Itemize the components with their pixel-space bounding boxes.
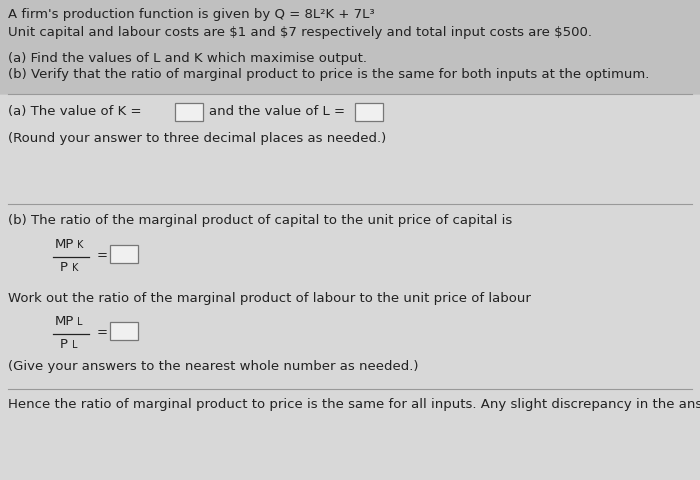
FancyBboxPatch shape	[0, 96, 700, 205]
Text: Hence the ratio of marginal product to price is the same for all inputs. Any sli: Hence the ratio of marginal product to p…	[8, 397, 700, 410]
Text: L: L	[72, 339, 78, 349]
Text: A firm's production function is given by Q = 8L²K + 7L³: A firm's production function is given by…	[8, 8, 374, 21]
FancyBboxPatch shape	[175, 104, 203, 122]
Text: Unit capital and labour costs are $1 and $7 respectively and total input costs a: Unit capital and labour costs are $1 and…	[8, 26, 592, 39]
FancyBboxPatch shape	[110, 323, 138, 340]
Text: Work out the ratio of the marginal product of labour to the unit price of labour: Work out the ratio of the marginal produ…	[8, 291, 531, 304]
Text: (a) The value of K =: (a) The value of K =	[8, 105, 141, 118]
Text: (b) Verify that the ratio of marginal product to price is the same for both inpu: (b) Verify that the ratio of marginal pr…	[8, 68, 650, 81]
Text: (Give your answers to the nearest whole number as needed.): (Give your answers to the nearest whole …	[8, 359, 419, 372]
Text: K: K	[72, 263, 78, 273]
Text: L: L	[77, 316, 83, 326]
FancyBboxPatch shape	[0, 0, 700, 95]
FancyBboxPatch shape	[0, 205, 700, 480]
Text: =: =	[97, 249, 108, 262]
Text: MP: MP	[55, 314, 74, 327]
Text: K: K	[77, 240, 83, 250]
Text: =: =	[97, 326, 108, 339]
FancyBboxPatch shape	[355, 104, 383, 122]
Text: (b) The ratio of the marginal product of capital to the unit price of capital is: (b) The ratio of the marginal product of…	[8, 214, 512, 227]
Text: P: P	[60, 261, 68, 274]
Text: (Round your answer to three decimal places as needed.): (Round your answer to three decimal plac…	[8, 132, 386, 144]
Text: and the value of L =: and the value of L =	[209, 105, 345, 118]
FancyBboxPatch shape	[110, 245, 138, 264]
Text: MP: MP	[55, 238, 74, 251]
Text: (a) Find the values of L and K which maximise output.: (a) Find the values of L and K which max…	[8, 52, 367, 65]
Text: P: P	[60, 337, 68, 350]
